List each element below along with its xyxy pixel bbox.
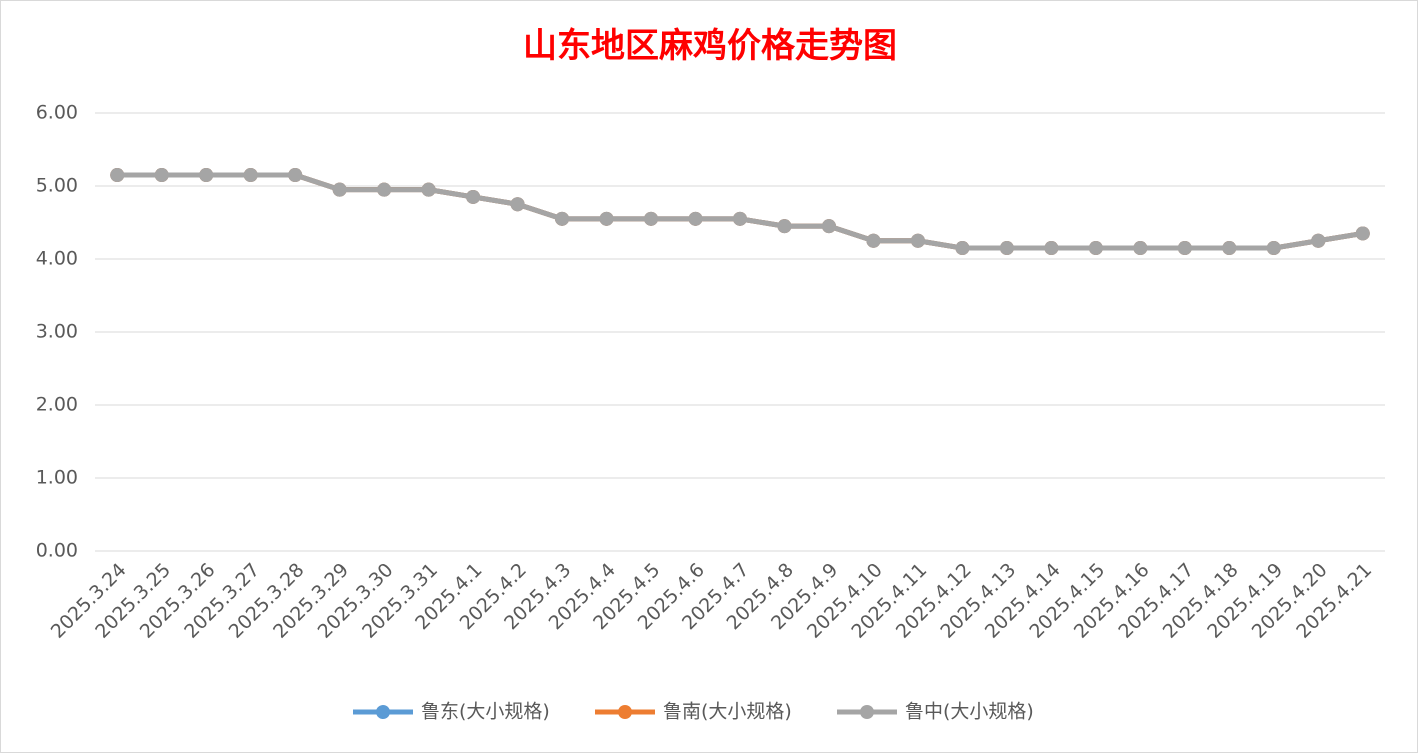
point: [733, 211, 747, 226]
legend-marker: [618, 705, 632, 719]
point: [332, 182, 347, 197]
point: [466, 189, 481, 204]
point: [777, 219, 792, 234]
point: [1311, 233, 1326, 248]
point: [999, 241, 1014, 256]
point: [510, 197, 525, 212]
point: [421, 182, 436, 197]
point: [1133, 241, 1148, 256]
y-tick-label: 4.00: [36, 248, 78, 270]
point: [1088, 241, 1103, 256]
point: [1266, 241, 1281, 256]
chart-title: 山东地区麻鸡价格走势图: [523, 26, 897, 66]
point: [1044, 241, 1059, 256]
point: [688, 211, 703, 226]
point: [199, 168, 214, 183]
legend-label: 鲁南(大小规格): [663, 701, 792, 723]
point: [1177, 241, 1192, 256]
point: [288, 168, 303, 183]
point: [910, 233, 925, 248]
point: [555, 211, 570, 226]
point: [599, 211, 614, 226]
point: [1355, 226, 1370, 241]
y-tick-label: 3.00: [36, 321, 78, 343]
point: [821, 219, 836, 234]
y-tick-label: 6.00: [36, 102, 78, 124]
y-tick-label: 1.00: [36, 467, 78, 489]
point: [1222, 241, 1237, 256]
y-tick-label: 2.00: [36, 394, 78, 416]
point: [866, 233, 881, 248]
y-tick-label: 5.00: [36, 175, 78, 197]
legend-label: 鲁东(大小规格): [421, 701, 550, 723]
point: [955, 241, 970, 256]
y-tick-label: 0.00: [36, 540, 78, 562]
point: [110, 168, 125, 183]
legend-label: 鲁中(大小规格): [905, 701, 1034, 723]
legend-marker: [860, 705, 874, 719]
point: [154, 168, 169, 183]
point: [644, 211, 659, 226]
legend-marker: [376, 705, 390, 719]
point: [377, 182, 392, 197]
point: [243, 168, 258, 183]
